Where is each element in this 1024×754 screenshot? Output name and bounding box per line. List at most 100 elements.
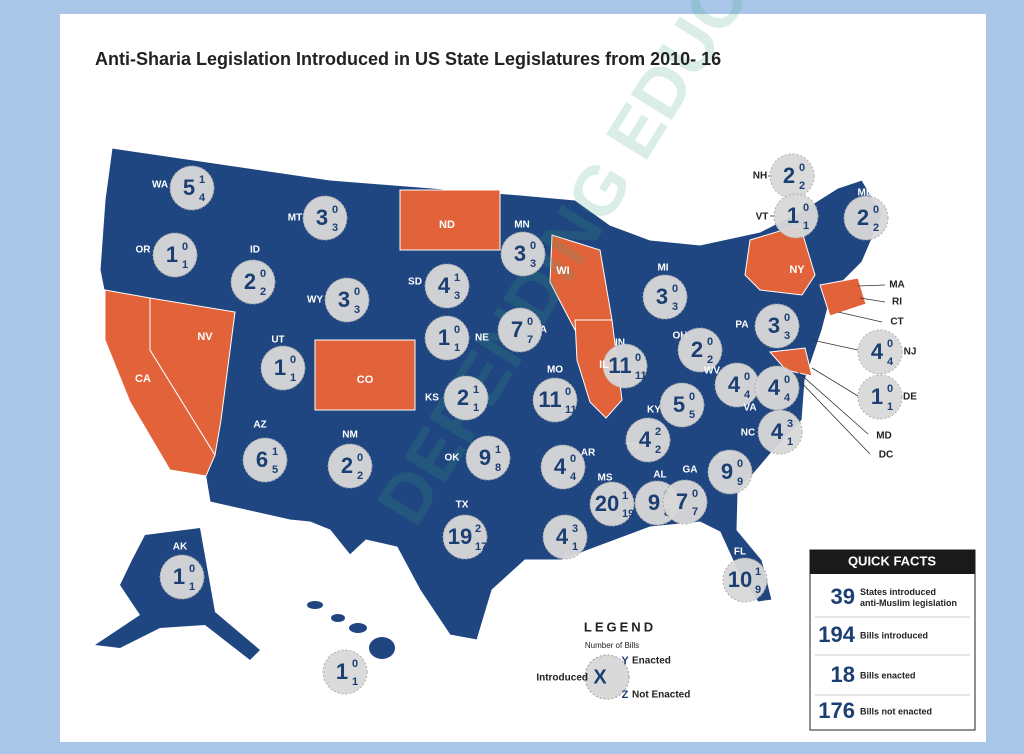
no-bill-state-abbr: DC	[879, 450, 893, 461]
bill-circle	[542, 514, 588, 560]
enacted: 0	[189, 563, 195, 575]
title: Anti-Sharia Legislation Introduced in US…	[95, 49, 721, 69]
introduced: 2	[857, 205, 869, 230]
state-abbr: MT	[288, 213, 302, 224]
no-bill-state-abbr: MD	[876, 431, 892, 442]
bill-circle	[677, 327, 723, 373]
enacted: 0	[887, 338, 893, 350]
introduced: 4	[639, 427, 652, 452]
not-enacted: 1	[473, 402, 479, 414]
not-enacted: 1	[803, 220, 809, 232]
introduced: 1	[166, 242, 178, 267]
fact-label: Bills enacted	[860, 670, 916, 680]
no-bill-states	[104, 189, 867, 477]
enacted: 0	[454, 324, 460, 336]
enacted: 1	[495, 444, 501, 456]
state-nd	[399, 189, 501, 251]
enacted: 0	[672, 283, 678, 295]
enacted: 0	[530, 240, 536, 252]
not-enacted: 19	[622, 508, 634, 520]
no-bill-state-abbr: IL	[599, 359, 609, 371]
state-abbr: AZ	[253, 420, 266, 431]
not-enacted: 17	[475, 541, 487, 553]
not-enacted: 2	[799, 180, 805, 192]
not-enacted: 3	[354, 304, 360, 316]
state-abbr: NM	[342, 430, 358, 441]
introduced: 1	[274, 355, 286, 380]
enacted: 0	[290, 354, 296, 366]
fact-label: anti-Muslim legislation	[860, 598, 957, 608]
enacted: 1	[755, 566, 761, 578]
introduced: 11	[538, 387, 561, 412]
not-enacted: 1	[182, 259, 188, 271]
state-abbr: UT	[271, 335, 284, 346]
bill-circle	[602, 343, 648, 389]
callout	[811, 367, 859, 397]
not-enacted: 4	[570, 471, 577, 483]
state-abbr: MN	[514, 220, 530, 231]
fact-value: 18	[831, 662, 855, 687]
bill-circle	[540, 444, 586, 490]
introduced: 3	[656, 284, 668, 309]
introduced: 10	[728, 567, 752, 592]
state-co	[314, 339, 416, 411]
state-il	[574, 319, 623, 419]
bill-circle	[857, 374, 903, 420]
bill-circle	[722, 557, 768, 603]
introduced: 4	[554, 454, 567, 479]
state-md	[768, 347, 813, 377]
introduced: 1	[336, 659, 348, 684]
bill-circle	[642, 274, 688, 320]
state-abbr: AK	[173, 542, 188, 553]
legend-not-enacted: Not Enacted	[632, 690, 690, 701]
fact-label: Bills introduced	[860, 630, 928, 640]
state-abbr: WA	[152, 180, 168, 191]
state-abbr: NJ	[904, 347, 917, 358]
state-abbr: SD	[408, 277, 422, 288]
enacted: 1	[473, 384, 479, 396]
not-enacted: 2	[260, 286, 266, 298]
not-enacted: 3	[332, 222, 338, 234]
not-enacted: 3	[454, 290, 460, 302]
bill-circle	[152, 232, 198, 278]
no-bill-state-abbr: CT	[890, 317, 903, 328]
bill-circle	[843, 195, 889, 241]
bill-circle	[302, 195, 348, 241]
state-abbr: DE	[903, 392, 917, 403]
bill-circle	[769, 153, 815, 199]
not-enacted: 1	[290, 372, 296, 384]
state-abbr: MO	[547, 365, 563, 376]
bill-circle	[260, 345, 306, 391]
state-abbr: VA	[743, 403, 756, 414]
bill-circle	[169, 165, 215, 211]
no-bill-state-abbr: NY	[789, 264, 805, 276]
callout	[859, 297, 886, 303]
state-abbr: NE	[475, 333, 489, 344]
introduced: 3	[514, 241, 526, 266]
not-enacted: 1	[189, 581, 195, 593]
legend-subtitle: Number of Bills	[585, 641, 639, 650]
introduced: 2	[783, 163, 795, 188]
fact-label: States introduced	[860, 587, 936, 597]
enacted: 1	[622, 490, 628, 502]
no-bill-state-abbr: CO	[357, 374, 374, 386]
introduced: 5	[673, 392, 685, 417]
bill-circle	[159, 554, 205, 600]
introduced: 1	[438, 325, 450, 350]
introduced: 2	[244, 269, 256, 294]
not-enacted: 3	[530, 258, 536, 270]
bill-circle	[757, 409, 803, 455]
state-abbr: FL	[734, 547, 746, 558]
state-abbr: NH	[753, 171, 767, 182]
bill-circle	[754, 365, 800, 411]
legend-title: LEGEND	[584, 619, 656, 634]
state-abbr: OH	[673, 331, 688, 342]
state-abbr: TX	[456, 500, 469, 511]
bill-circle	[242, 437, 288, 483]
no-bill-state-abbr: RI	[892, 297, 902, 308]
introduced: 4	[438, 273, 451, 298]
not-enacted: 4	[744, 389, 751, 401]
enacted: 1	[454, 272, 460, 284]
not-enacted: 4	[887, 356, 894, 368]
